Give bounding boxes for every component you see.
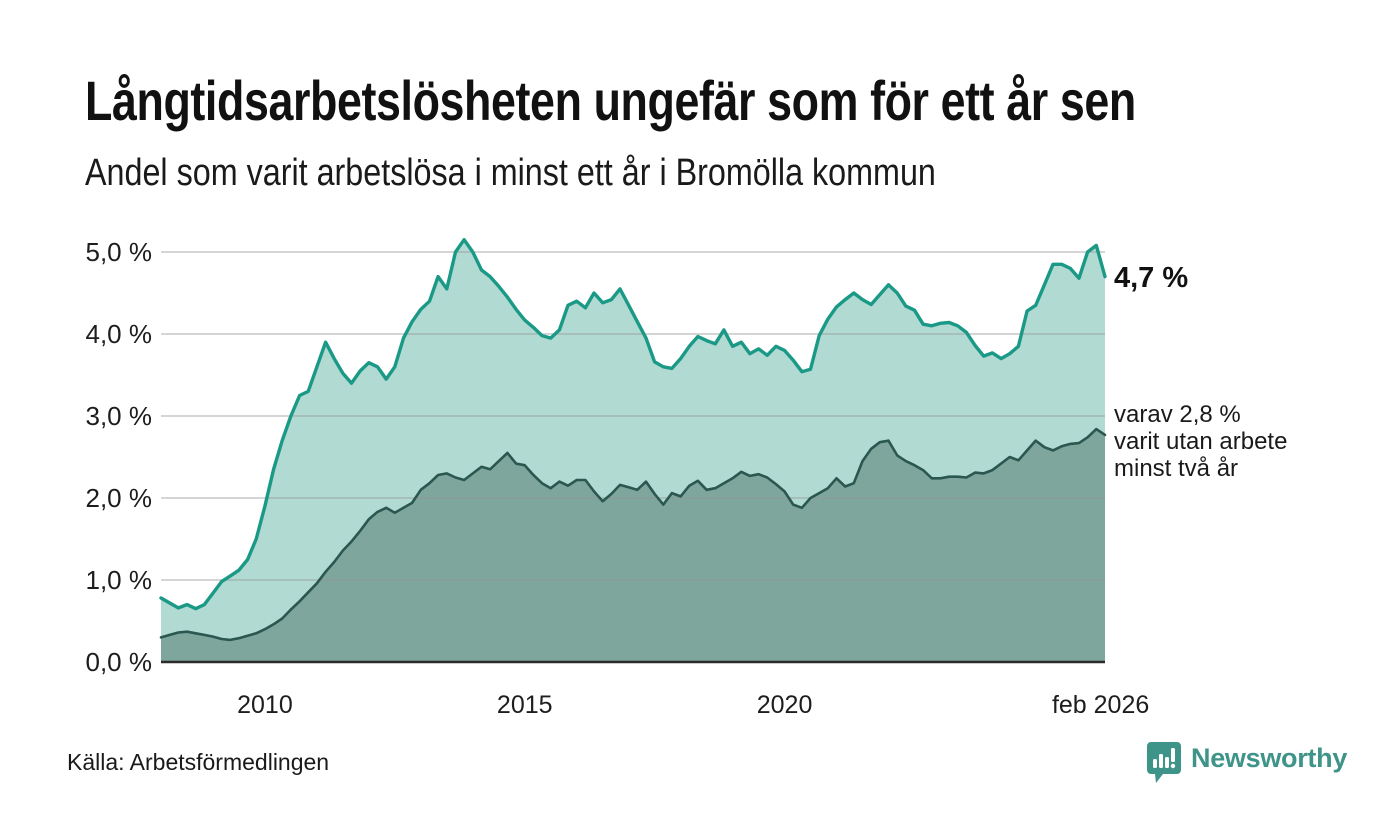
annotation-line-2: varit utan arbete — [1114, 428, 1288, 455]
newsworthy-wordmark: Newsworthy — [1191, 743, 1348, 773]
annotation-line-3: minst två år — [1114, 455, 1239, 482]
y-tick-label: 4,0 % — [85, 319, 153, 349]
source-credit: Källa: Arbetsförmedlingen — [67, 749, 330, 775]
series-lines — [159, 238, 1107, 642]
area-fills — [161, 239, 1105, 662]
x-tick-label: feb 2026 — [1051, 691, 1150, 719]
x-tick-label: 2010 — [237, 691, 293, 719]
x-tick-label: 2020 — [756, 691, 813, 719]
y-tick-label: 3,0 % — [85, 401, 153, 431]
newsworthy-logo[interactable]: Newsworthy — [1146, 741, 1347, 785]
y-tick-label: 0,0 % — [85, 647, 153, 677]
annotation-line-1: varav 2,8 % — [1114, 401, 1241, 428]
y-tick-label: 1,0 % — [85, 565, 153, 595]
page-subtitle: Andel som varit arbetslösa i minst ett å… — [85, 152, 936, 194]
newsworthy-bars-icon — [1147, 742, 1181, 783]
y-tick-label: 2,0 % — [85, 483, 153, 513]
x-tick-label: 2015 — [496, 691, 553, 719]
series-end-label-total: 4,7 % — [1114, 262, 1189, 294]
page-title: Långtidsarbetslösheten ungefär som för e… — [85, 69, 1136, 132]
y-tick-label: 5,0 % — [85, 237, 153, 267]
series-end-label-two-years: varav 2,8 % varit utan arbete minst två … — [1114, 401, 1287, 482]
